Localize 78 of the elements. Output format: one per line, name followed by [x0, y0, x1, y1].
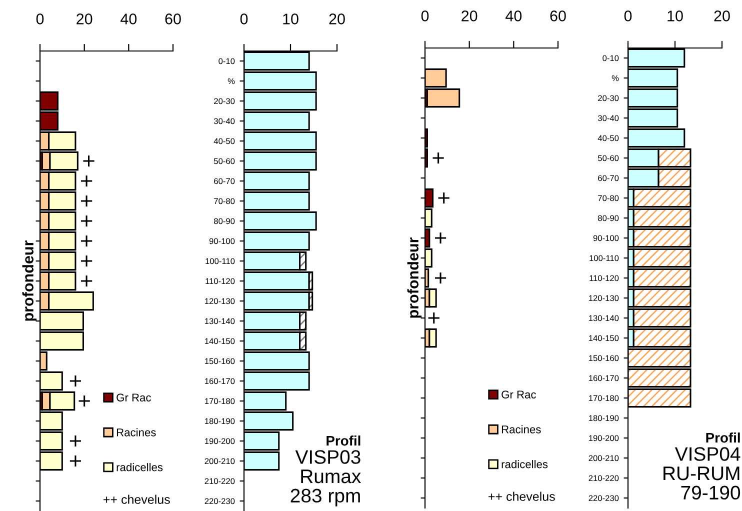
- x-tick-label: 0: [624, 10, 632, 22]
- y-tick-label: 170-180: [205, 398, 235, 404]
- x-tick-label: 10: [283, 14, 298, 24]
- y-tick-label: 30-40: [214, 118, 235, 124]
- y-tick-label: 190-200: [205, 438, 235, 444]
- y-tick-label: 110-120: [206, 278, 235, 284]
- y-tick-label: %: [228, 78, 235, 84]
- y-tick-label: 200-210: [588, 455, 619, 462]
- y-tick-label: 210-220: [204, 478, 235, 484]
- y-tick-label: 70-80: [214, 198, 235, 204]
- y-tick-label: 70-80: [598, 195, 619, 202]
- x-tick-label: 60: [550, 10, 566, 22]
- y-tick-label: 40-50: [598, 135, 619, 142]
- y-tick-label: 170-180: [589, 395, 619, 402]
- annotation: RU-RUM: [664, 466, 740, 480]
- y-tick-label: 220-230: [588, 495, 619, 502]
- x-tick-label: 0: [240, 14, 248, 24]
- y-tick-label: 80-90: [598, 215, 619, 222]
- legend-label: Racines: [502, 425, 541, 434]
- y-tick-label: 150-160: [589, 355, 619, 362]
- x-tick-label: 20: [714, 10, 730, 22]
- x-tick-label: 0: [421, 10, 429, 22]
- y-tick-label: 130-140: [205, 318, 235, 324]
- y-tick-label: 20-30: [214, 98, 235, 104]
- y-tick-label: 160-170: [589, 375, 619, 382]
- y-tick-label: 0-10: [602, 55, 619, 62]
- legend-label: Racines: [116, 428, 156, 436]
- y-tick-label: 180-190: [205, 418, 235, 424]
- y-tick-label: 200-210: [204, 458, 235, 464]
- y-tick-label: 100-110: [206, 258, 235, 264]
- y-tick-label: 120-130: [589, 295, 619, 302]
- y-tick-label: 60-70: [598, 175, 619, 182]
- y-tick-label: 220-230: [204, 498, 235, 504]
- annotation: VISP04: [674, 447, 740, 461]
- x-tick-label: 20: [462, 10, 478, 22]
- y-tick-label: 80-90: [214, 218, 235, 224]
- legend-label: Gr Rac: [116, 394, 151, 402]
- annotation: Profil: [706, 432, 740, 443]
- annotation: ++ chevelus: [488, 492, 555, 501]
- annotation: Rumax: [301, 470, 361, 484]
- y-tick-label: 90-100: [593, 235, 619, 242]
- y-tick-label: 190-200: [589, 435, 619, 442]
- y-tick-label: 50-60: [598, 155, 619, 162]
- y-tick-label: 110-120: [590, 275, 619, 282]
- y-axis-title: profondeur: [407, 237, 422, 318]
- y-axis-title: profondeur: [22, 240, 37, 321]
- y-tick-label: 160-170: [205, 378, 235, 384]
- x-tick-label: 0: [36, 14, 44, 24]
- y-tick-label: 20-30: [598, 95, 619, 102]
- y-tick-label: 140-150: [589, 335, 619, 342]
- y-tick-label: 210-220: [588, 475, 619, 482]
- y-tick-label: %: [612, 75, 619, 82]
- y-tick-label: 120-130: [205, 298, 235, 304]
- y-tick-label: 50-60: [214, 158, 235, 164]
- legend-label: radicelles: [502, 460, 548, 468]
- x-tick-label: 20: [76, 14, 92, 24]
- y-tick-label: 90-100: [209, 238, 235, 244]
- annotation: ++ chevelus: [104, 494, 170, 504]
- annotation: 283 rpm: [290, 488, 360, 506]
- y-tick-label: 180-190: [589, 415, 619, 422]
- x-tick-label: 40: [120, 14, 137, 24]
- x-tick-label: 10: [668, 10, 683, 22]
- legend-label: radicelles: [116, 463, 163, 472]
- y-tick-label: 130-140: [589, 315, 619, 322]
- annotation: VISP03: [295, 450, 360, 464]
- annotation: 79-190: [681, 486, 740, 500]
- y-tick-label: 40-50: [214, 138, 235, 144]
- y-tick-label: 0-10: [218, 58, 235, 64]
- annotation: Profil: [326, 435, 360, 446]
- y-tick-label: 30-40: [598, 115, 619, 122]
- x-tick-label: 40: [506, 10, 522, 22]
- x-tick-label: 20: [329, 14, 345, 24]
- y-tick-label: 60-70: [214, 178, 235, 184]
- y-tick-label: 100-110: [590, 255, 619, 262]
- y-tick-label: 140-150: [205, 338, 235, 344]
- legend-label: Gr Rac: [502, 390, 536, 398]
- y-tick-label: 150-160: [205, 358, 235, 364]
- x-tick-label: 60: [165, 14, 181, 24]
